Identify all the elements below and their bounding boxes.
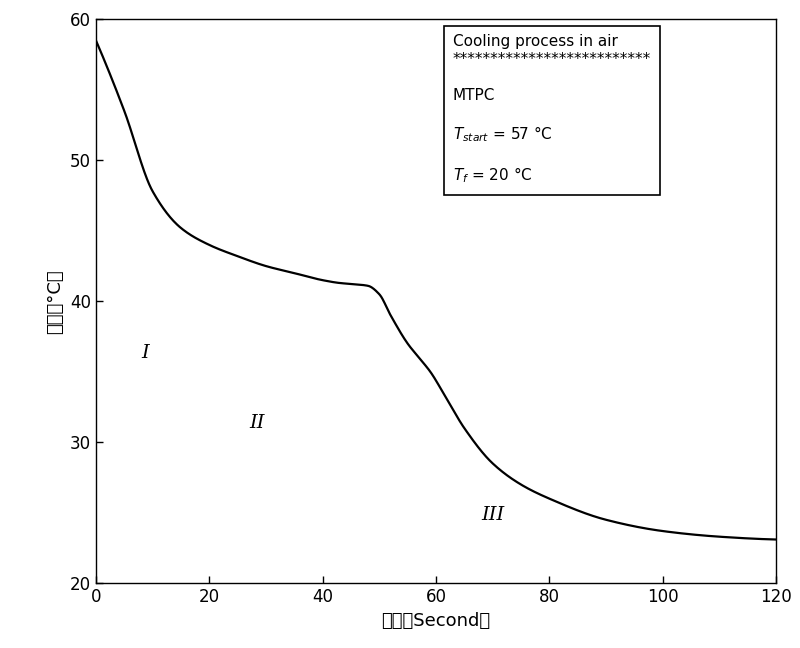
Text: I: I — [142, 343, 149, 362]
Text: Cooling process in air
**************************

MTPC

$T_{start}$ = 57 °C

$T: Cooling process in air *****************… — [453, 34, 651, 185]
X-axis label: 时间（Second）: 时间（Second） — [382, 612, 490, 630]
Text: III: III — [482, 506, 505, 524]
Y-axis label: 温度（°C）: 温度（°C） — [46, 269, 65, 334]
Text: II: II — [249, 414, 265, 432]
